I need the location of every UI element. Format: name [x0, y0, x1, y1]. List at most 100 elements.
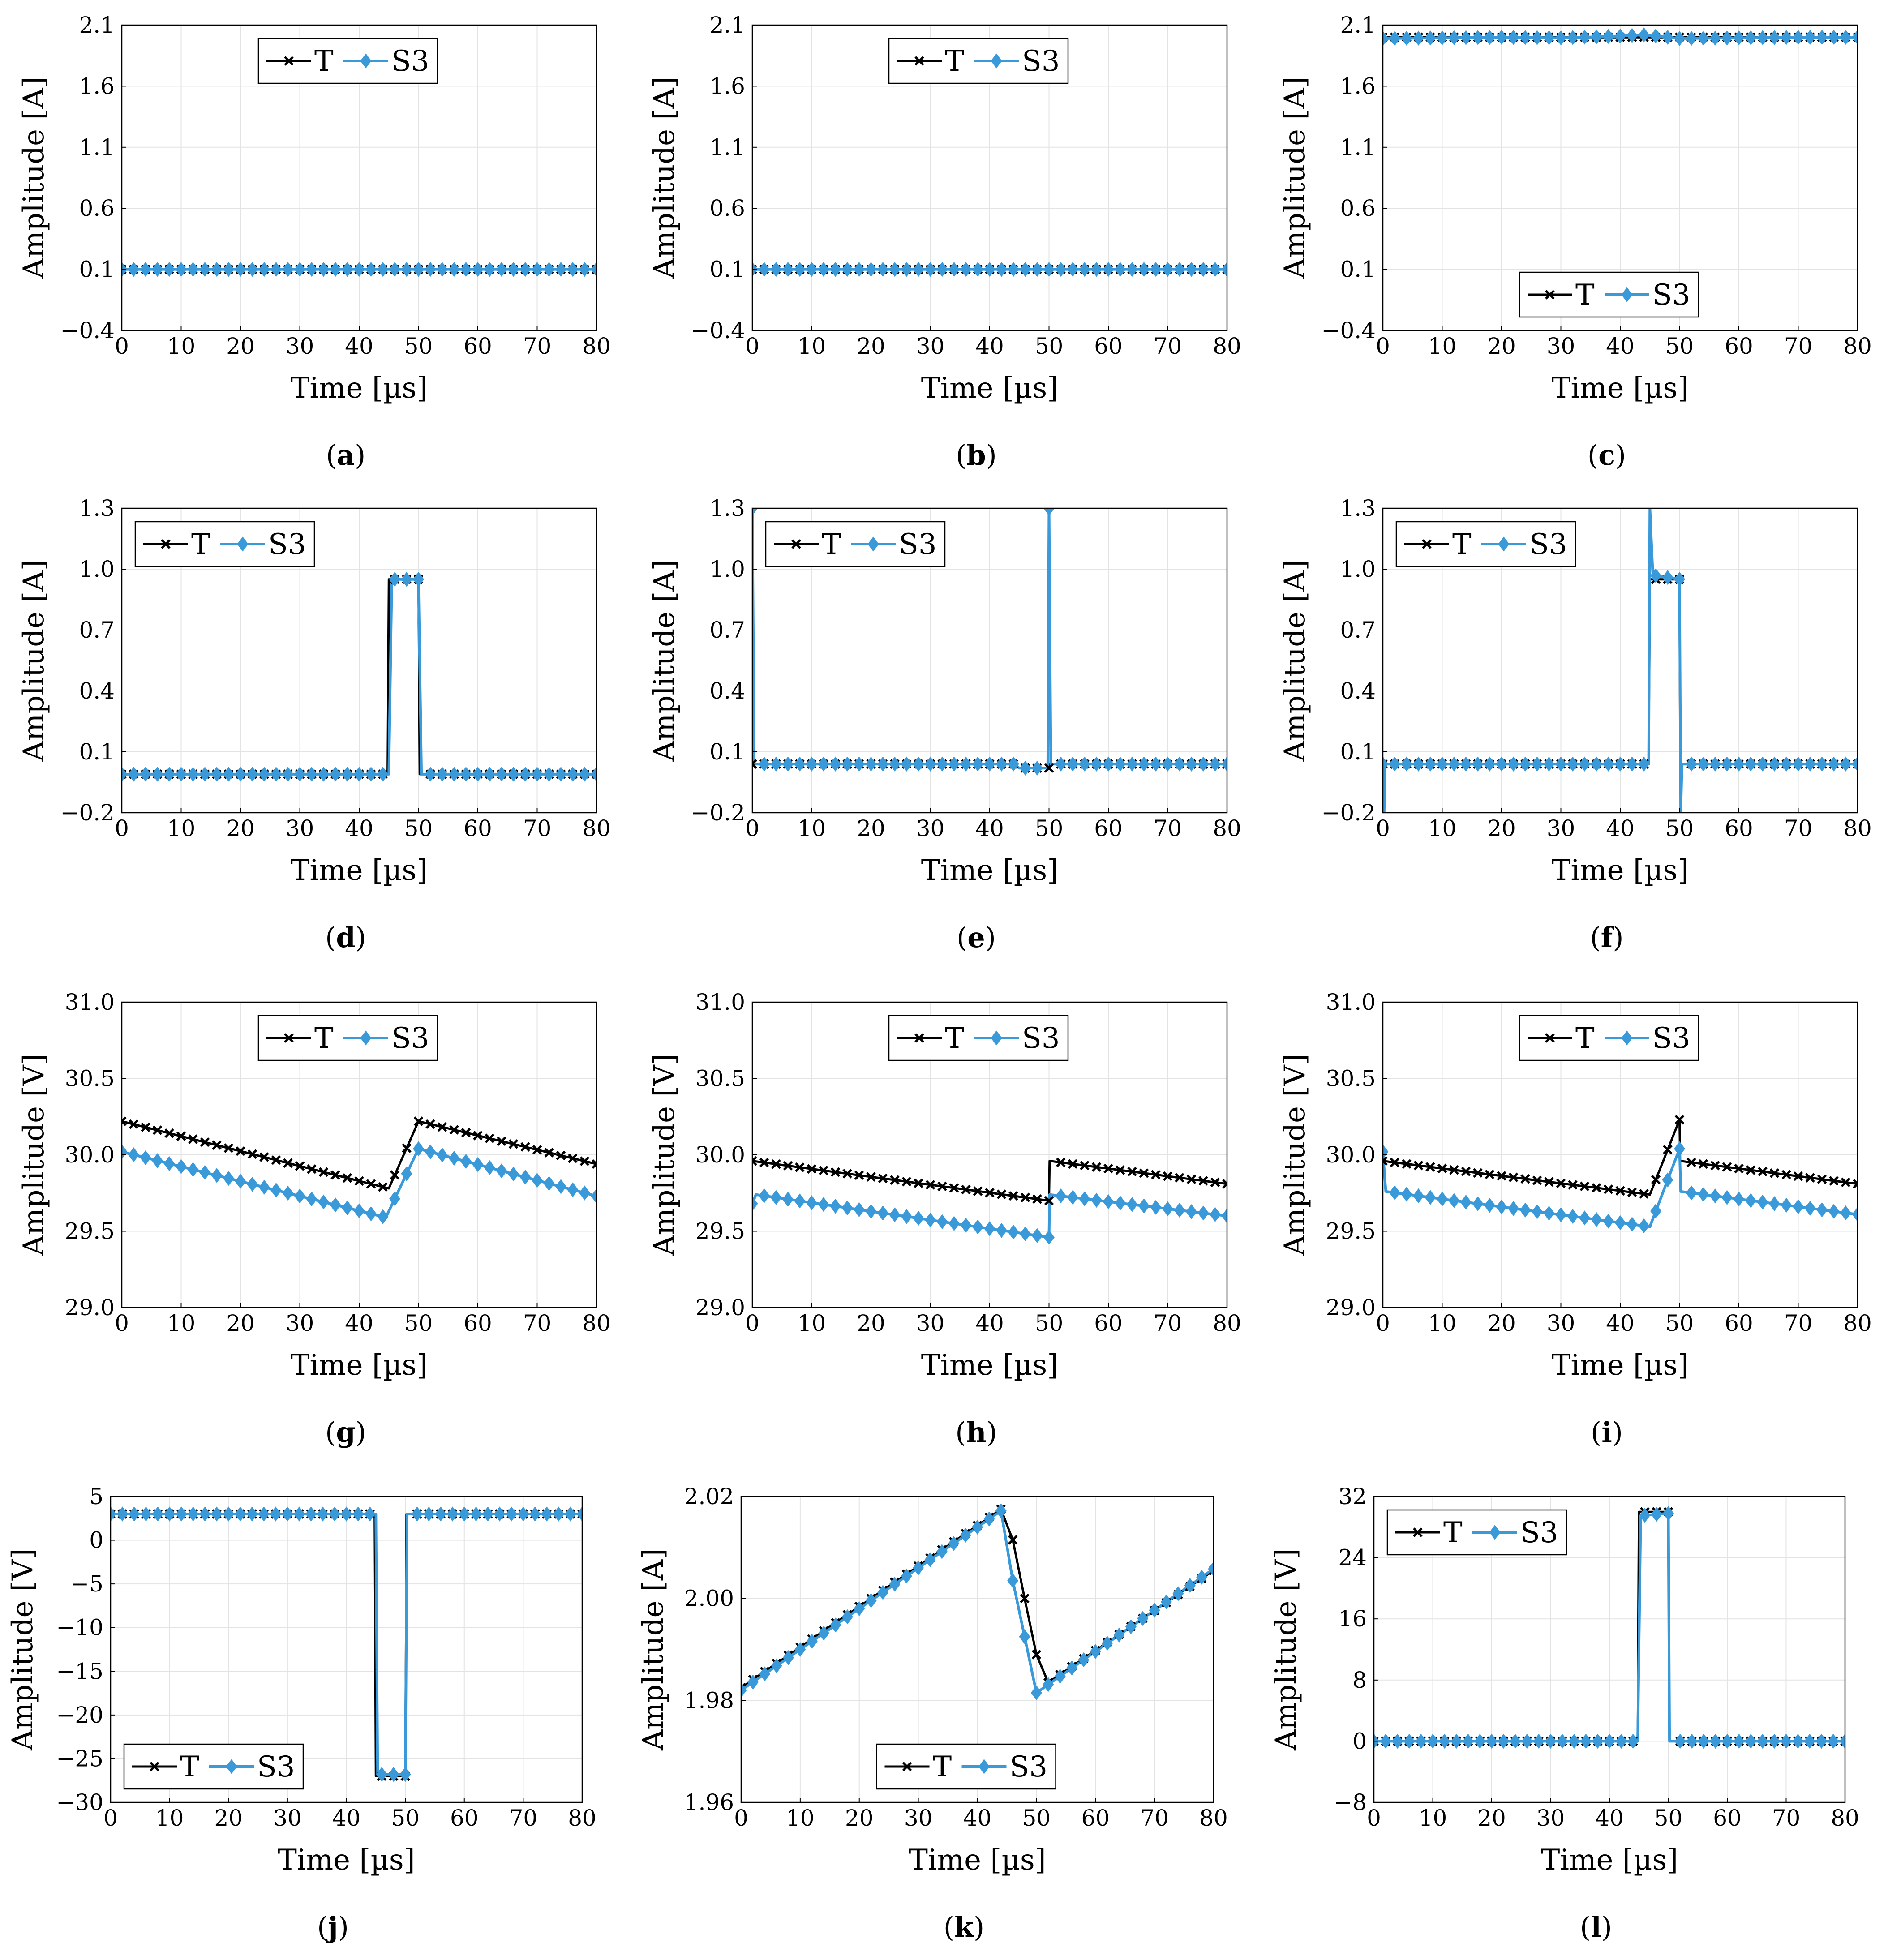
marker-S3 — [176, 1159, 187, 1174]
marker-S3 — [1781, 30, 1792, 45]
y-tick-label: −0.2 — [1322, 800, 1376, 826]
marker-T — [1556, 1178, 1566, 1188]
marker-S3 — [1650, 1203, 1661, 1219]
marker-S3 — [759, 1188, 770, 1204]
y-axis-label: Amplitude [A] — [648, 77, 681, 279]
marker-S3 — [1698, 1187, 1709, 1202]
marker-S3 — [1757, 756, 1768, 772]
marker-S3 — [1079, 1191, 1090, 1206]
marker-S3 — [122, 767, 128, 782]
legend-marker-T — [161, 539, 171, 549]
y-axis-label: Amplitude [A] — [648, 559, 681, 762]
marker-S3 — [854, 756, 865, 772]
marker-S3 — [1196, 1570, 1208, 1585]
marker-S3 — [1162, 262, 1173, 277]
marker-S3 — [318, 1194, 329, 1209]
marker-S3 — [318, 262, 329, 277]
marker-S3 — [996, 1223, 1007, 1238]
x-tick-label: 30 — [286, 1310, 314, 1336]
marker-S3 — [496, 262, 507, 277]
marker-S3 — [247, 767, 258, 782]
marker-S3 — [401, 1166, 412, 1181]
marker-S3 — [1508, 1201, 1519, 1216]
x-tick-label: 70 — [509, 1805, 538, 1831]
marker-S3 — [901, 1568, 912, 1584]
marker-S3 — [1828, 30, 1840, 45]
marker-S3 — [854, 262, 865, 277]
y-tick-label: 0.6 — [709, 195, 745, 221]
series-line-T — [752, 1160, 1227, 1202]
x-tick-label: 50 — [404, 815, 433, 841]
marker-S3 — [1186, 756, 1197, 772]
marker-T — [1103, 1163, 1113, 1174]
marker-S3 — [1126, 756, 1138, 772]
marker-S3 — [770, 1190, 782, 1205]
marker-S3 — [877, 1205, 888, 1221]
x-tick-label: 0 — [103, 1805, 118, 1831]
x-tick-label: 0 — [1376, 815, 1390, 841]
marker-S3 — [948, 262, 960, 277]
y-tick-label: 0.4 — [1340, 678, 1376, 704]
marker-T — [307, 1164, 317, 1174]
marker-S3 — [1769, 30, 1780, 45]
marker-S3 — [1816, 756, 1828, 772]
marker-T — [1532, 1175, 1542, 1185]
marker-T — [1485, 1169, 1495, 1179]
marker-S3 — [830, 262, 841, 277]
y-tick-label: 31.0 — [65, 989, 115, 1015]
marker-T — [1722, 1162, 1732, 1172]
x-tick-label: 60 — [1725, 815, 1753, 841]
marker-S3 — [830, 1198, 841, 1214]
marker-T — [1781, 1170, 1791, 1180]
marker-T — [1210, 1177, 1220, 1188]
marker-S3 — [413, 572, 424, 587]
legend-label-T: T — [933, 1750, 952, 1784]
marker-T — [1520, 1174, 1530, 1184]
marker-S3 — [960, 1218, 972, 1233]
marker-T — [1568, 1180, 1578, 1190]
marker-S3 — [591, 767, 596, 782]
marker-S3 — [1150, 262, 1162, 277]
marker-S3 — [1221, 262, 1227, 277]
x-axis-label: Time [µs] — [909, 1844, 1046, 1877]
marker-S3 — [1149, 1603, 1160, 1618]
x-tick-label: 30 — [916, 1310, 945, 1336]
marker-S3 — [1197, 1205, 1209, 1221]
marker-S3 — [1757, 1733, 1768, 1749]
marker-S3 — [1425, 756, 1436, 772]
panel-caption: (g) — [325, 1416, 366, 1449]
marker-T — [200, 1137, 210, 1147]
marker-S3 — [294, 1188, 305, 1204]
marker-S3 — [543, 1176, 555, 1191]
x-tick-label: 10 — [167, 815, 196, 841]
marker-T — [247, 1149, 257, 1159]
marker-S3 — [806, 1195, 817, 1210]
marker-S3 — [1745, 30, 1756, 46]
y-tick-label: 1.3 — [1340, 495, 1376, 521]
panel-caption: (d) — [325, 921, 366, 954]
x-tick-label: 50 — [1035, 333, 1064, 359]
x-tick-label: 60 — [1081, 1805, 1110, 1831]
marker-S3 — [140, 1150, 151, 1166]
marker-T — [795, 1162, 805, 1172]
y-tick-label: 1.6 — [709, 73, 745, 99]
x-tick-label: 30 — [916, 815, 945, 841]
marker-S3 — [1162, 1201, 1173, 1217]
x-tick-label: 20 — [857, 1310, 885, 1336]
marker-S3 — [1389, 1185, 1400, 1201]
marker-T — [783, 1161, 793, 1171]
marker-S3 — [1031, 262, 1043, 277]
marker-S3 — [1816, 1202, 1828, 1218]
x-tick-label: 0 — [115, 815, 129, 841]
x-tick-label: 0 — [115, 333, 129, 359]
x-tick-label: 60 — [1713, 1805, 1742, 1831]
marker-S3 — [223, 1506, 234, 1522]
marker-T — [1020, 1192, 1030, 1202]
marker-T — [544, 1148, 554, 1158]
y-axis-label: Amplitude [V] — [648, 1054, 681, 1256]
data-layer — [1383, 1115, 1858, 1234]
x-tick-label: 0 — [115, 1310, 129, 1336]
y-tick-label: 0 — [89, 1527, 103, 1553]
marker-S3 — [1804, 756, 1816, 772]
x-tick-label: 70 — [523, 333, 552, 359]
